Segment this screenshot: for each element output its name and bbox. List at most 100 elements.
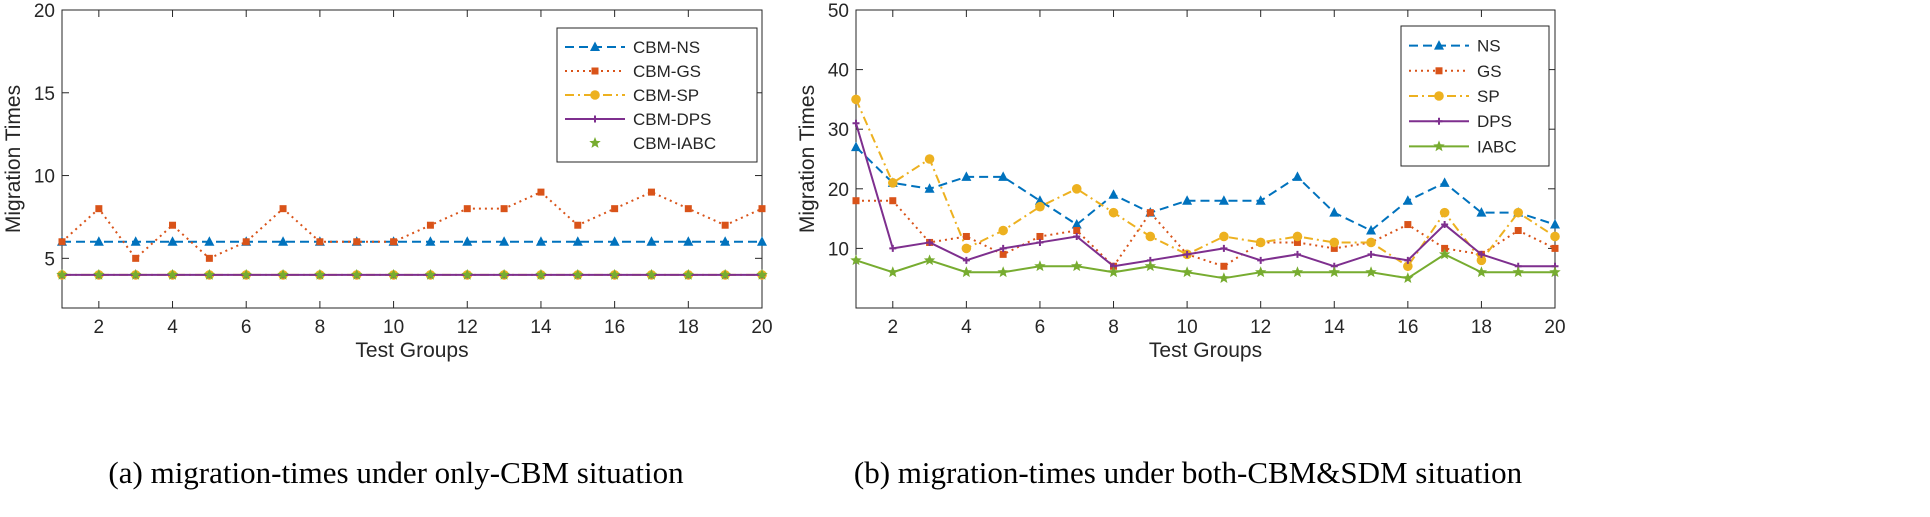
legend-marker xyxy=(591,115,599,123)
series-sp xyxy=(851,94,1560,272)
data-point xyxy=(1036,238,1044,246)
legend-label: NS xyxy=(1477,37,1501,56)
series-line xyxy=(855,98,1556,268)
legend-label: IABC xyxy=(1477,137,1517,156)
data-point xyxy=(1218,195,1229,205)
data-point xyxy=(1146,209,1154,217)
data-point xyxy=(205,254,213,262)
data-point xyxy=(1549,266,1561,278)
legend-label: CBM-IABC xyxy=(633,134,716,153)
y-tick-label: 40 xyxy=(828,61,849,82)
chart-a: 2 4 6 8 10 12 14 16 18 20 5 10 15 20 Test Groups Migrat… xyxy=(2,1,773,362)
data-point xyxy=(537,188,545,196)
data-point xyxy=(1404,221,1412,229)
data-point xyxy=(1328,266,1340,278)
series-cbm-iabc xyxy=(56,268,768,280)
legend-marker xyxy=(590,90,600,100)
series-line xyxy=(61,191,763,260)
legend-box xyxy=(1400,25,1550,167)
y-tick-label: 50 xyxy=(828,1,849,22)
legend-item-cbm-dps: CBM-DPS xyxy=(565,110,711,129)
data-point xyxy=(1475,266,1488,278)
data-point xyxy=(387,268,400,280)
data-point xyxy=(203,268,216,280)
caption-b: (b) migration-times under both-CBM&SDM s… xyxy=(853,455,1523,490)
x-tick-label: 12 xyxy=(1250,317,1271,338)
legend-item-sp: SP xyxy=(1409,87,1500,106)
data-point xyxy=(999,250,1007,258)
data-point xyxy=(962,232,970,240)
data-point xyxy=(1034,195,1045,205)
data-point xyxy=(462,236,473,246)
data-point xyxy=(1107,266,1120,278)
series-iabc xyxy=(850,248,1561,284)
data-point xyxy=(926,238,934,246)
data-point xyxy=(574,221,582,229)
data-point xyxy=(1071,260,1083,272)
data-point xyxy=(611,205,619,213)
data-point xyxy=(277,268,289,280)
data-point xyxy=(58,238,66,246)
data-point xyxy=(1514,227,1522,235)
data-point xyxy=(500,205,508,213)
series-cbm-gs xyxy=(58,188,766,262)
data-point xyxy=(1182,195,1193,205)
y-tick-label: 15 xyxy=(34,84,55,105)
x-tick-label: 2 xyxy=(888,317,899,338)
data-point xyxy=(887,266,899,278)
data-point xyxy=(645,268,658,280)
x-tick-label: 14 xyxy=(530,317,552,338)
legend-marker xyxy=(1435,117,1443,125)
data-point xyxy=(426,221,434,229)
data-point xyxy=(1254,266,1267,278)
data-point xyxy=(1292,231,1303,242)
data-point xyxy=(1292,171,1303,181)
x-tick-label: 4 xyxy=(167,317,178,338)
data-point xyxy=(719,268,731,280)
legend-item-cbm-gs: CBM-GS xyxy=(565,62,701,81)
data-point xyxy=(1071,184,1082,194)
data-point xyxy=(1181,266,1193,278)
data-point xyxy=(1071,219,1082,229)
data-point xyxy=(316,238,324,246)
data-point xyxy=(129,268,142,280)
data-point xyxy=(608,268,621,280)
data-point xyxy=(204,236,215,246)
data-point xyxy=(278,236,289,246)
data-point xyxy=(166,268,179,280)
legend-marker xyxy=(591,67,599,75)
data-point xyxy=(1144,260,1157,272)
data-point xyxy=(353,238,361,246)
y-tick-label: 10 xyxy=(34,167,55,188)
legend-item-gs: GS xyxy=(1409,62,1502,81)
data-point xyxy=(962,256,970,264)
data-point xyxy=(314,268,326,280)
data-point xyxy=(682,268,695,280)
data-point xyxy=(1329,237,1340,248)
data-point xyxy=(169,221,177,229)
x-tick-label: 18 xyxy=(678,317,699,338)
data-point xyxy=(889,197,897,205)
data-point xyxy=(279,205,287,213)
data-point xyxy=(1477,250,1485,258)
legend-label: DPS xyxy=(1477,112,1512,131)
data-point xyxy=(1365,266,1377,278)
data-point xyxy=(851,94,861,105)
data-point xyxy=(1367,250,1375,258)
data-point xyxy=(997,266,1009,278)
caption-a: (a) migration-times under only-CBM situa… xyxy=(108,455,684,490)
data-point xyxy=(1476,207,1487,217)
legend-marker xyxy=(590,41,600,51)
x-tick-label: 14 xyxy=(1324,317,1346,338)
x-tick-label: 8 xyxy=(1108,317,1119,338)
x-tick-label: 4 xyxy=(961,317,972,338)
data-point xyxy=(1293,250,1301,258)
data-point xyxy=(425,236,436,246)
data-point xyxy=(1073,232,1081,240)
data-point xyxy=(463,205,471,213)
data-point xyxy=(498,268,510,280)
data-point xyxy=(1550,219,1560,229)
data-point xyxy=(1183,250,1191,258)
x-tick-label: 20 xyxy=(1544,317,1565,338)
legend: NS GS SP DPS IABC xyxy=(1400,25,1550,167)
